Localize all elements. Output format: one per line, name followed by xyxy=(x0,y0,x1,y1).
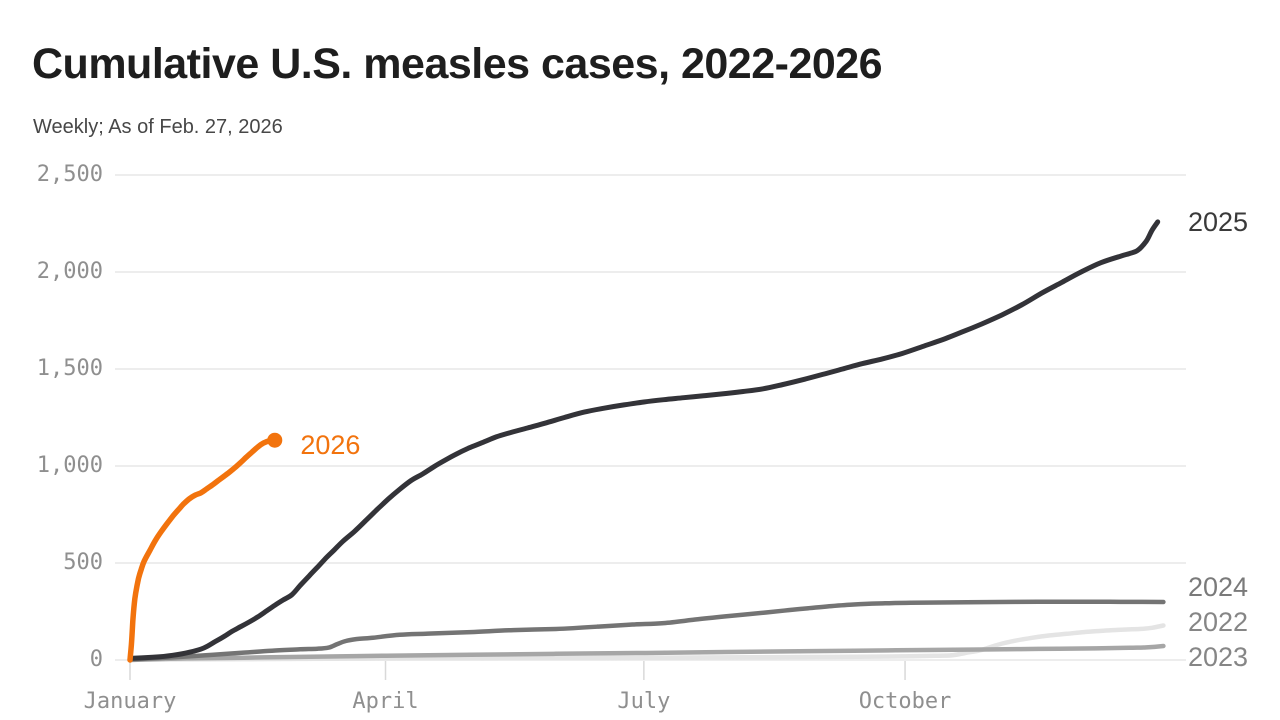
x-tick-label: January xyxy=(83,689,177,714)
y-tick-label: 1,000 xyxy=(36,453,103,478)
series-label-2024: 2024 xyxy=(1188,572,1249,603)
y-tick-label: 2,000 xyxy=(36,259,103,284)
y-tick-label: 2,500 xyxy=(36,162,103,187)
chart-title: Cumulative U.S. measles cases, 2022-2026 xyxy=(32,40,883,88)
series-label-2025: 2025 xyxy=(1188,206,1249,237)
series-line-2023 xyxy=(127,643,1166,663)
series-line-2024 xyxy=(127,599,1166,662)
x-tick-label: October xyxy=(858,689,952,714)
y-tick-label: 1,500 xyxy=(36,356,103,381)
series-end-dot-2026 xyxy=(267,432,283,448)
y-tick-label: 500 xyxy=(63,550,103,575)
series-label-2022: 2022 xyxy=(1188,606,1249,637)
chart-subtitle: Weekly; As of Feb. 27, 2026 xyxy=(33,116,283,138)
x-tick-label: July xyxy=(617,689,671,714)
y-tick-label: 0 xyxy=(89,647,103,672)
series-label-2026: 2026 xyxy=(300,430,361,461)
series-line-2025 xyxy=(127,219,1161,661)
series-label-2023: 2023 xyxy=(1188,641,1249,672)
series-line-2026 xyxy=(127,437,278,663)
x-tick-label: April xyxy=(352,689,419,714)
